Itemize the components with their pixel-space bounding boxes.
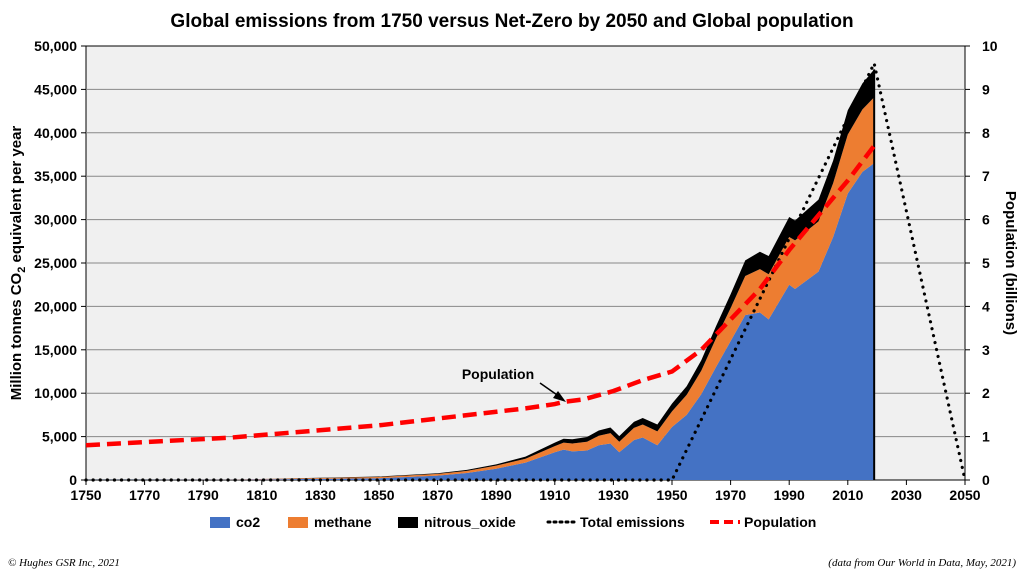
- footer-source: (data from Our World in Data, May, 2021): [828, 557, 1016, 569]
- legend-label-methane: methane: [314, 514, 372, 530]
- x-tick-label: 2030: [891, 487, 922, 503]
- y2-tick-label: 5: [982, 255, 990, 271]
- y2-tick-label: 8: [982, 125, 990, 141]
- footer-copyright: © Hughes GSR Inc, 2021: [8, 557, 120, 569]
- x-tick-label: 1830: [305, 487, 336, 503]
- x-tick-label: 1790: [188, 487, 219, 503]
- y2-tick-label: 10: [982, 38, 998, 54]
- y2-tick-label: 6: [982, 212, 990, 228]
- legend-label-population: Population: [744, 514, 816, 530]
- y-tick-label: 45,000: [34, 81, 77, 97]
- y2-tick-label: 7: [982, 168, 990, 184]
- legend-swatch-co2: [210, 517, 230, 528]
- line-population: [85, 144, 876, 448]
- x-axis: 1750 1770 1790 1810 1830 1850 1870 1890 1910 1930…: [70, 480, 981, 503]
- legend-label-nitrous-oxide: nitrous_oxide: [424, 514, 516, 530]
- y-axis-right: 0 1 2 3 4 5 6 7 8 9 10: [965, 38, 998, 488]
- y-tick-label: 35,000: [34, 168, 77, 184]
- x-tick-label: 2050: [949, 487, 980, 503]
- y-axis-left: 0 5,000 10,000 15,000 20,000 25,000 30,000 35,0…: [34, 38, 86, 488]
- y-tick-label: 30,000: [34, 212, 77, 228]
- y2-axis-title: Population (billions): [1002, 191, 1019, 335]
- x-tick-label: 1970: [715, 487, 746, 503]
- series-lines: [84, 58, 967, 482]
- x-tick-label: 1870: [422, 487, 453, 503]
- y2-tick-label: 0: [982, 472, 990, 488]
- x-tick-label: 1890: [481, 487, 512, 503]
- y-tick-label: 25,000: [34, 255, 77, 271]
- y2-tick-label: 3: [982, 342, 990, 358]
- x-tick-label: 2010: [832, 487, 863, 503]
- legend-label-total-emissions: Total emissions: [580, 514, 685, 530]
- y2-tick-label: 4: [982, 298, 990, 314]
- x-tick-label: 1910: [539, 487, 570, 503]
- y-tick-label: 40,000: [34, 125, 77, 141]
- y-tick-label: 50,000: [34, 38, 77, 54]
- x-tick-label: 1950: [656, 487, 687, 503]
- annotation-text: Population: [462, 366, 534, 382]
- legend: co2 methane nitrous_oxide Total emission…: [210, 514, 816, 530]
- chart-title: Global emissions from 1750 versus Net-Ze…: [170, 11, 853, 32]
- annotation-arrowhead: [553, 391, 566, 402]
- x-tick-label: 1770: [129, 487, 160, 503]
- y2-tick-label: 1: [982, 429, 990, 445]
- population-annotation: Population: [462, 366, 566, 402]
- y-tick-label: 5,000: [42, 429, 77, 445]
- x-tick-label: 1810: [246, 487, 277, 503]
- line-total-emissions: [84, 58, 967, 482]
- y-tick-label: 20,000: [34, 298, 77, 314]
- emission-areas: [86, 69, 876, 480]
- x-tick-label: 1850: [363, 487, 394, 503]
- legend-swatch-nitrous-oxide: [398, 517, 418, 528]
- y2-tick-label: 9: [982, 81, 990, 97]
- y2-tick-label: 2: [982, 385, 990, 401]
- y-tick-label: 15,000: [34, 342, 77, 358]
- x-tick-label: 1750: [70, 487, 101, 503]
- y-tick-label: 10,000: [34, 385, 77, 401]
- x-tick-label: 1930: [598, 487, 629, 503]
- legend-label-co2: co2: [236, 514, 260, 530]
- area-co2: [86, 163, 875, 480]
- y-axis-title: Million tonnes CO2 equivalent per year: [8, 126, 28, 401]
- y-tick-label: 0: [69, 472, 77, 488]
- legend-swatch-methane: [288, 517, 308, 528]
- x-tick-label: 1990: [774, 487, 805, 503]
